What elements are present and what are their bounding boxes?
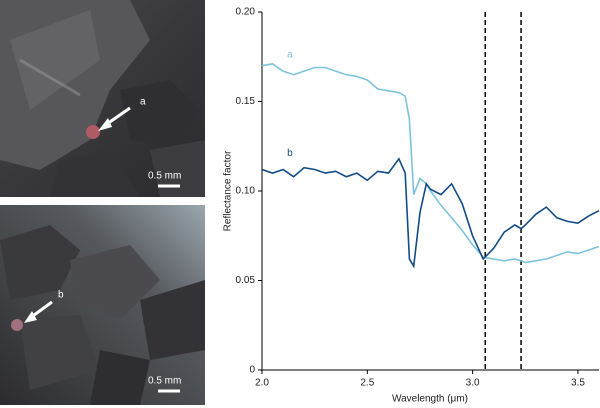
series-line [261, 157, 600, 269]
y-tick-label: 0.15 [236, 96, 256, 107]
y-axis-title: Reflectance factor [223, 150, 234, 231]
series-line [261, 63, 600, 264]
y-tick-label: 0.05 [236, 275, 256, 286]
x-tick-label: 3.0 [466, 378, 480, 389]
photo-top: a 0.5 mm [0, 0, 205, 197]
x-axis-title: Wavelength (μm) [392, 394, 468, 405]
scale-label: 0.5 mm [148, 376, 181, 387]
x-tick-label: 3.5 [571, 378, 585, 389]
series-label: a [287, 50, 293, 61]
x-tick-label: 2.5 [360, 378, 374, 389]
y-tick-label: 0.10 [236, 186, 256, 197]
chart: Reflectance factor Wavelength (μm) 0 0.05… [223, 7, 600, 405]
photo-bottom: b 0.5 mm [0, 205, 205, 405]
y-tick-label: 0 [249, 365, 255, 376]
series-label: b [287, 148, 293, 159]
x-tick-label: 2.0 [255, 378, 269, 389]
pointer-label: b [58, 290, 64, 301]
y-tick-label: 0.20 [236, 7, 256, 18]
scale-label: 0.5 mm [148, 171, 181, 182]
pointer-label: a [140, 97, 146, 108]
